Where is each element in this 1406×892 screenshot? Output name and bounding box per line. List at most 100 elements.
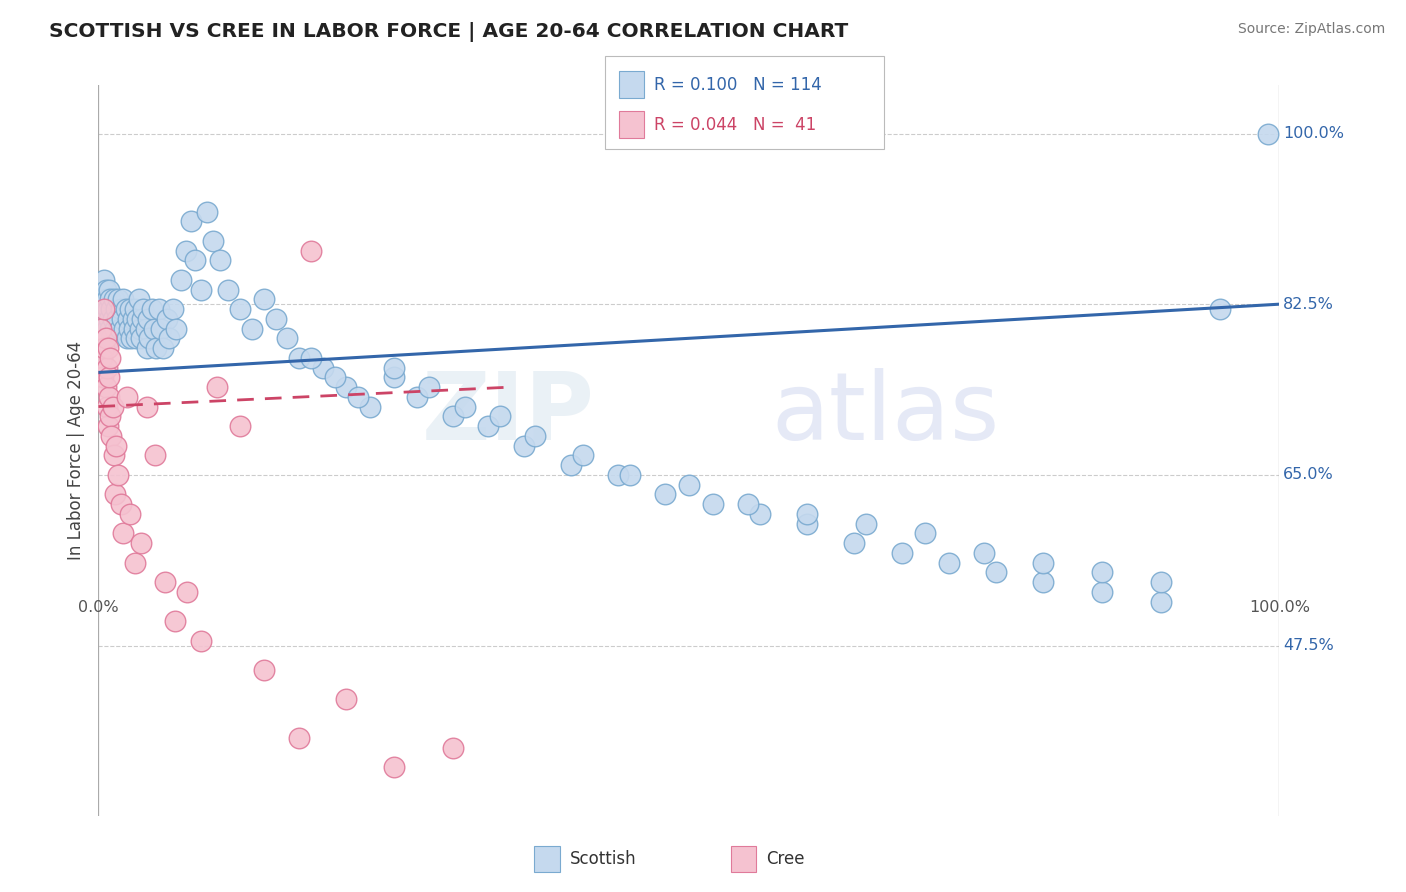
- Point: [114, 301, 136, 316]
- Point: [103, 448, 125, 462]
- Point: [335, 692, 357, 706]
- Point: [678, 477, 700, 491]
- Point: [382, 360, 405, 375]
- Point: [96, 293, 118, 307]
- Point: [98, 351, 121, 365]
- Point: [98, 283, 121, 297]
- Point: [101, 311, 124, 326]
- Point: [112, 321, 135, 335]
- Point: [323, 370, 346, 384]
- Point: [100, 429, 122, 443]
- Text: SCOTTISH VS CREE IN LABOR FORCE | AGE 20-64 CORRELATION CHART: SCOTTISH VS CREE IN LABOR FORCE | AGE 20…: [49, 22, 848, 42]
- Point: [136, 311, 159, 326]
- Point: [93, 301, 115, 316]
- Point: [253, 293, 276, 307]
- Point: [441, 740, 464, 755]
- Point: [1032, 556, 1054, 570]
- Point: [142, 321, 165, 335]
- Point: [122, 321, 145, 335]
- Text: Source: ZipAtlas.com: Source: ZipAtlas.com: [1237, 22, 1385, 37]
- Text: 47.5%: 47.5%: [1284, 638, 1334, 653]
- Text: Cree: Cree: [766, 850, 804, 868]
- Point: [165, 321, 187, 335]
- Point: [115, 331, 138, 345]
- Point: [264, 311, 287, 326]
- Point: [209, 253, 232, 268]
- Point: [973, 546, 995, 560]
- Y-axis label: In Labor Force | Age 20-64: In Labor Force | Age 20-64: [66, 341, 84, 560]
- Point: [93, 273, 115, 287]
- Point: [153, 575, 176, 590]
- Point: [1209, 301, 1232, 316]
- Point: [135, 321, 157, 335]
- Point: [253, 663, 276, 677]
- Point: [560, 458, 582, 472]
- Point: [1150, 575, 1173, 590]
- Text: 0.0%: 0.0%: [79, 600, 118, 615]
- Point: [184, 253, 207, 268]
- Point: [135, 400, 157, 414]
- Point: [138, 331, 160, 345]
- Point: [91, 293, 114, 307]
- Point: [98, 293, 121, 307]
- Point: [98, 390, 121, 404]
- Point: [98, 311, 121, 326]
- Text: Scottish: Scottish: [569, 850, 636, 868]
- Point: [104, 487, 127, 501]
- Text: R = 0.100   N = 114: R = 0.100 N = 114: [654, 76, 821, 94]
- Point: [359, 400, 381, 414]
- Point: [91, 321, 114, 335]
- Point: [890, 546, 912, 560]
- Text: R = 0.044   N =  41: R = 0.044 N = 41: [654, 116, 815, 134]
- Point: [105, 439, 128, 453]
- Point: [121, 331, 143, 345]
- Point: [111, 311, 134, 326]
- Point: [112, 526, 135, 541]
- Point: [131, 311, 153, 326]
- Point: [118, 321, 141, 335]
- Point: [96, 400, 118, 414]
- Point: [103, 293, 125, 307]
- Point: [91, 370, 114, 384]
- Point: [125, 331, 148, 345]
- Point: [124, 556, 146, 570]
- Point: [288, 731, 311, 746]
- Text: ZIP: ZIP: [422, 368, 595, 460]
- Point: [1150, 594, 1173, 608]
- Point: [737, 497, 759, 511]
- Point: [94, 331, 117, 345]
- Point: [120, 301, 142, 316]
- Text: 100.0%: 100.0%: [1284, 126, 1344, 141]
- Point: [162, 301, 184, 316]
- Point: [97, 341, 120, 355]
- Point: [1257, 127, 1279, 141]
- Point: [571, 448, 593, 462]
- Point: [91, 351, 114, 365]
- Point: [129, 536, 152, 550]
- Point: [195, 204, 218, 219]
- Point: [406, 390, 429, 404]
- Point: [97, 419, 120, 434]
- Point: [217, 283, 239, 297]
- Point: [299, 244, 322, 258]
- Point: [127, 311, 149, 326]
- Point: [335, 380, 357, 394]
- Point: [157, 331, 180, 345]
- Point: [453, 400, 475, 414]
- Point: [110, 301, 132, 316]
- Point: [97, 301, 120, 316]
- Point: [276, 331, 298, 345]
- Point: [180, 214, 202, 228]
- Point: [170, 273, 193, 287]
- Point: [98, 409, 121, 424]
- Point: [796, 507, 818, 521]
- Point: [165, 614, 187, 628]
- Point: [100, 301, 122, 316]
- Point: [108, 321, 131, 335]
- Point: [141, 301, 163, 316]
- Point: [115, 390, 138, 404]
- Point: [90, 321, 112, 335]
- Point: [382, 370, 405, 384]
- Point: [796, 516, 818, 531]
- Point: [156, 311, 179, 326]
